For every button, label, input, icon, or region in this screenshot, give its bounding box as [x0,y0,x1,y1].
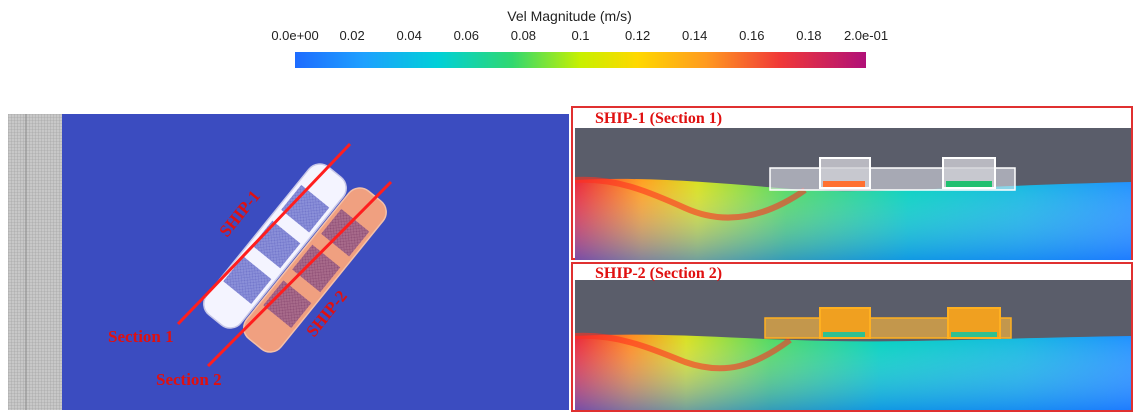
section-1-high-velocity-band [575,176,807,221]
colorbar-title: Vel Magnitude (m/s) [507,8,632,24]
ship-1-tank-a [223,256,272,304]
colorbar-tick-label: 0.08 [510,28,537,43]
section-1-panel: SHIP-1 (Section 1) [571,106,1133,260]
section-2-line [206,180,393,368]
ship-2-tank-c [321,208,370,257]
section-1-ship-outline [769,157,1016,191]
ship-2-tank-b [292,244,341,293]
section-2-label: Section 2 [156,370,222,389]
section-2-panel: SHIP-2 (Section 2) [571,262,1133,412]
section-2-water-depth [575,334,1131,410]
section-2-tank-b-fluid [951,332,997,337]
plan-view: SHIP-1 SHIP-2 Section 1 Section 2 [8,114,569,410]
section-1-tank-a-fluid [823,181,865,187]
section-1-water-depth [575,178,1131,260]
colorbar-gradient [295,52,866,68]
ship-2-tank-a [263,280,312,328]
colorbar-tick-label: 0.14 [682,28,708,43]
section-2-ship-outline [764,307,1012,339]
colorbar-tick-label: 0.18 [796,28,822,43]
section-1-line-tail [176,294,207,326]
colorbar-tick-label: 0.1 [571,28,590,43]
section-2-high-velocity-band [575,332,792,372]
section-1-plot [575,128,1131,260]
colorbar-tick-label: 0.06 [453,28,479,43]
colorbar-tick-label: 0.04 [396,28,422,43]
section-1-label: Section 1 [108,327,174,346]
section-1-tank-b-fluid [946,181,992,187]
ship-1-tank-c [281,184,330,233]
colorbar [295,52,866,68]
colorbar-tick-label: 0.0e+00 [271,28,319,43]
colorbar-tick-label: 0.12 [624,28,651,43]
ship-2 [243,187,387,353]
colorbar-tick-label: 0.16 [739,28,765,43]
colorbar-tick-label: 2.0e-01 [843,28,889,43]
colorbar-tick-label: 0.02 [339,28,365,43]
section-1-title: SHIP-1 (Section 1) [595,110,723,127]
section-2-plot [575,280,1131,410]
section-2-tank-a-fluid [823,332,865,337]
section-2-title: SHIP-2 (Section 2) [595,265,723,282]
section-1-line [203,142,352,298]
mesh-strip [8,114,62,410]
